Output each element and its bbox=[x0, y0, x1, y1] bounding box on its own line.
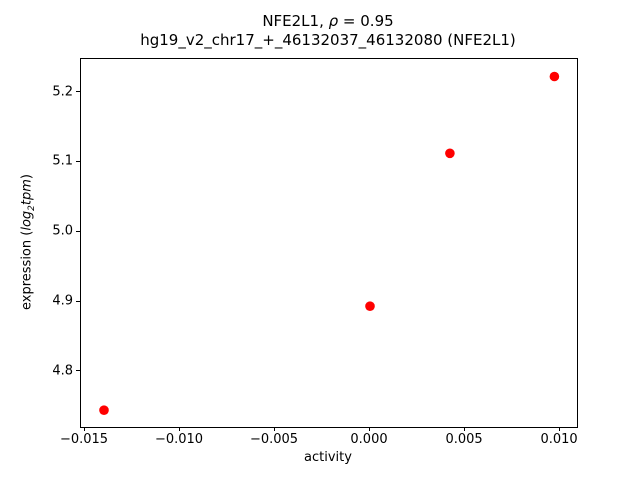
x-tick-label: 0.005 bbox=[445, 432, 483, 447]
y-tick-label: 4.8 bbox=[52, 363, 73, 379]
x-tick-mark bbox=[178, 427, 180, 431]
x-tick-mark bbox=[463, 427, 465, 431]
y-tick-mark bbox=[76, 230, 80, 232]
x-tick-mark bbox=[558, 427, 560, 431]
x-tick-mark bbox=[83, 427, 85, 431]
title-line-1: NFE2L1, ρ = 0.95 bbox=[80, 12, 576, 31]
y-tick-label: 5.2 bbox=[52, 84, 73, 99]
data-point bbox=[365, 301, 375, 311]
data-point bbox=[99, 405, 109, 416]
y-tick-mark bbox=[76, 300, 80, 302]
y-tick-mark bbox=[76, 91, 80, 92]
chart-title: NFE2L1, ρ = 0.95 hg19_v2_chr17_+_4613203… bbox=[80, 12, 576, 50]
data-point bbox=[549, 71, 560, 82]
y-tick-mark bbox=[76, 160, 80, 162]
plot-area bbox=[80, 58, 578, 428]
data-point bbox=[445, 148, 455, 159]
y-tick-mark bbox=[76, 370, 80, 372]
ylabel-log-sub: 2 bbox=[27, 205, 38, 211]
x-tick-label: 0.000 bbox=[350, 432, 388, 447]
scatter-points bbox=[99, 71, 560, 416]
y-tick-label: 5.1 bbox=[52, 153, 73, 169]
ylabel-log: log bbox=[19, 210, 35, 231]
x-tick-mark bbox=[273, 427, 275, 431]
x-tick-mark bbox=[368, 427, 370, 431]
ylabel-suffix: ) bbox=[19, 174, 35, 180]
x-tick-label: −0.010 bbox=[154, 432, 204, 447]
title-gene: NFE2L1, bbox=[262, 12, 329, 30]
y-axis-label: expression (log2tpm) bbox=[19, 174, 38, 310]
rho-symbol: ρ bbox=[328, 12, 339, 30]
y-tick-label: 5.0 bbox=[52, 223, 73, 239]
rho-value: = 0.95 bbox=[338, 12, 394, 30]
ylabel-prefix: expression ( bbox=[19, 230, 35, 310]
x-tick-label: 0.010 bbox=[540, 432, 578, 447]
title-line-2: hg19_v2_chr17_+_46132037_46132080 (NFE2L… bbox=[140, 31, 516, 49]
y-tick-label: 4.9 bbox=[52, 293, 73, 309]
x-tick-label: −0.005 bbox=[249, 432, 299, 447]
x-axis-label: activity bbox=[304, 450, 352, 465]
x-tick-label: −0.015 bbox=[59, 432, 109, 447]
ylabel-tpm: tpm bbox=[19, 179, 35, 206]
